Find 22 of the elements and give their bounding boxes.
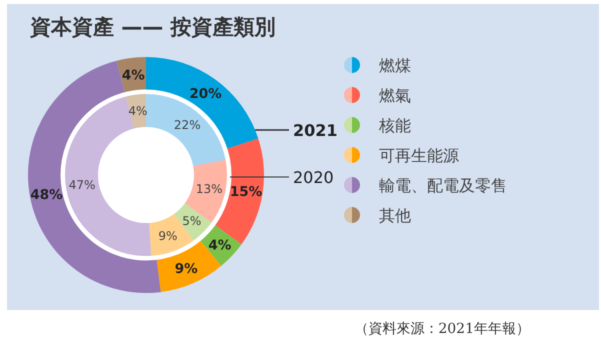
data-label: 13% — [196, 182, 223, 196]
data-label: 4% — [122, 68, 146, 84]
data-label: 48% — [30, 186, 64, 203]
legend-label: 核能 — [378, 116, 411, 135]
legend-label: 其他 — [379, 206, 411, 225]
data-label: 22% — [174, 118, 201, 132]
data-label: 4% — [128, 104, 148, 118]
legend-label: 燃氣 — [379, 86, 411, 105]
data-label: 9% — [174, 260, 198, 277]
legend-label: 輸電、配電及零售 — [379, 176, 507, 195]
data-label: 15% — [230, 184, 263, 200]
legend-label: 燃煤 — [379, 56, 411, 75]
data-label: 20% — [189, 86, 222, 102]
data-label: 9% — [158, 228, 178, 243]
slice-label: 2021 — [293, 121, 338, 140]
legend-label: 可再生能源 — [379, 146, 459, 165]
data-label: 47% — [68, 178, 96, 192]
slice-label: 2020 — [293, 168, 334, 187]
data-label: 5% — [182, 214, 202, 228]
chart-title: 資本資產 —— 按資產類別 — [29, 15, 276, 39]
data-label: 4% — [208, 237, 232, 254]
text: （資料來源：2021年年報） — [354, 321, 530, 337]
